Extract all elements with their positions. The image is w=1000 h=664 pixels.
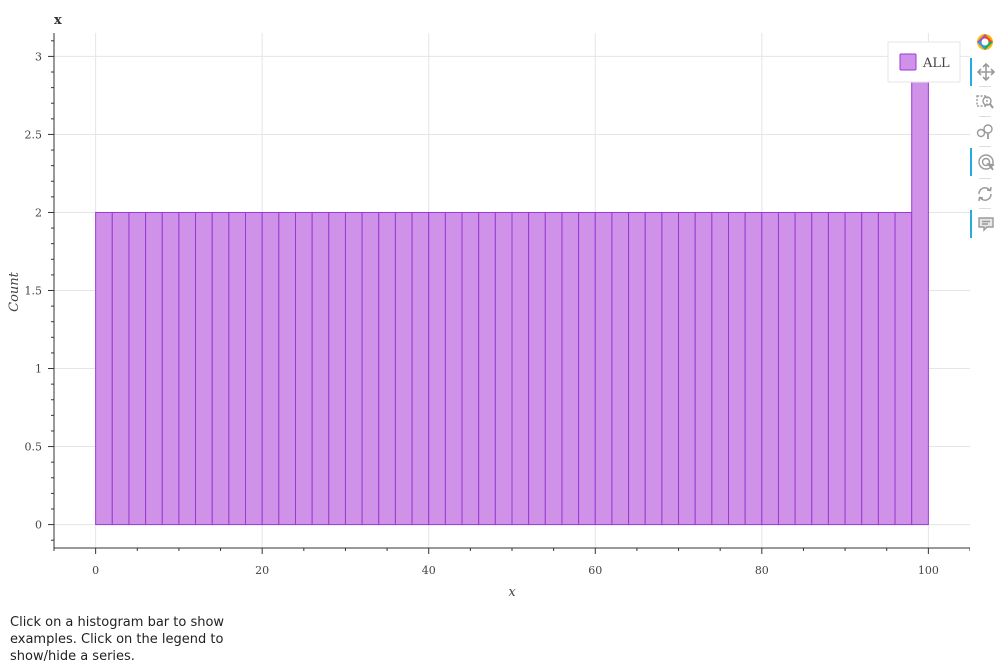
- histogram-bar[interactable]: [245, 211, 263, 526]
- x-tick-label: 100: [918, 564, 939, 577]
- histogram-bar[interactable]: [777, 211, 796, 526]
- pan-icon[interactable]: [970, 58, 1000, 86]
- histogram-bar[interactable]: [661, 211, 680, 526]
- histogram-bar[interactable]: [794, 211, 813, 526]
- reset-icon[interactable]: [970, 180, 1000, 208]
- histogram-bar[interactable]: [761, 211, 779, 526]
- y-tick-label: 0: [35, 519, 42, 532]
- x-tick-label: 40: [422, 564, 436, 577]
- instructions-caption: Click on a histogram bar to show example…: [10, 615, 225, 664]
- histogram-bar[interactable]: [478, 211, 496, 526]
- histogram-bar[interactable]: [561, 211, 580, 526]
- histogram-bar[interactable]: [511, 211, 530, 526]
- histogram-bar[interactable]: [311, 211, 330, 526]
- histogram-bar[interactable]: [411, 211, 430, 526]
- histogram-bar[interactable]: [145, 211, 163, 526]
- x-tick-label: 0: [92, 564, 99, 577]
- histogram-bar[interactable]: [344, 211, 363, 526]
- histogram-bar[interactable]: [544, 211, 563, 526]
- histogram-bar[interactable]: [877, 211, 896, 526]
- histogram-bar[interactable]: [628, 211, 646, 526]
- histogram-bar[interactable]: [578, 211, 596, 526]
- histogram-bar[interactable]: [128, 211, 147, 526]
- histogram-bar[interactable]: [178, 211, 197, 526]
- histogram-bar[interactable]: [911, 55, 929, 526]
- histogram-bars[interactable]: [95, 55, 929, 526]
- plot-title: x: [54, 13, 62, 28]
- histogram-bar[interactable]: [211, 211, 230, 526]
- bokeh-logo-icon[interactable]: [970, 28, 1000, 56]
- y-tick-label: 3: [35, 50, 42, 63]
- histogram-bar[interactable]: [594, 211, 613, 526]
- box-zoom-icon[interactable]: [970, 88, 1000, 116]
- histogram-bar[interactable]: [461, 211, 480, 526]
- histogram-bar[interactable]: [894, 211, 913, 526]
- tap-icon[interactable]: [970, 148, 1000, 176]
- histogram-bar[interactable]: [111, 211, 130, 526]
- histogram-bar[interactable]: [378, 211, 396, 526]
- histogram-bar[interactable]: [228, 211, 247, 526]
- histogram-bar[interactable]: [195, 211, 213, 526]
- histogram-bar[interactable]: [744, 211, 763, 526]
- histogram-bar[interactable]: [694, 211, 713, 526]
- y-tick-label: 2.5: [25, 128, 43, 141]
- y-axis-label: Count: [7, 271, 22, 312]
- y-tick-label: 2: [35, 206, 42, 219]
- histogram-bar[interactable]: [361, 211, 380, 526]
- x-axis-label: x: [508, 585, 516, 600]
- histogram-bar[interactable]: [494, 211, 513, 526]
- histogram-bar[interactable]: [827, 211, 846, 526]
- histogram-bar[interactable]: [294, 211, 313, 526]
- x-tick-label: 80: [755, 564, 769, 577]
- legend-label-all[interactable]: ALL: [922, 56, 950, 71]
- axes: 0 20 40 60 80 100 0 0.5 1 1.5 2 2.5 3: [25, 33, 970, 577]
- histogram-bar[interactable]: [95, 211, 113, 526]
- y-tick-label: 1.5: [25, 285, 43, 298]
- y-tick-label: 1: [35, 363, 42, 376]
- histogram-bar[interactable]: [844, 211, 863, 526]
- histogram-bar[interactable]: [811, 211, 829, 526]
- histogram-plot[interactable]: x 0 20 40 60 80 100 0 0.5 1 1.5 2 2.5 3 x Count ALL: [0, 0, 970, 610]
- histogram-bar[interactable]: [444, 211, 463, 526]
- histogram-bar[interactable]: [528, 211, 546, 526]
- histogram-bar[interactable]: [394, 211, 413, 526]
- y-tick-label: 0.5: [25, 441, 43, 454]
- x-tick-label: 20: [255, 564, 269, 577]
- hover-icon[interactable]: [970, 210, 1000, 238]
- legend-swatch[interactable]: [899, 53, 917, 71]
- histogram-bar[interactable]: [861, 211, 879, 526]
- histogram-bar[interactable]: [161, 211, 180, 526]
- histogram-bar[interactable]: [328, 211, 346, 526]
- histogram-bar[interactable]: [644, 211, 663, 526]
- histogram-bar[interactable]: [261, 211, 280, 526]
- legend[interactable]: ALL: [887, 41, 961, 83]
- histogram-bar[interactable]: [611, 211, 630, 526]
- wheel-zoom-icon[interactable]: [970, 118, 1000, 146]
- x-tick-label: 60: [588, 564, 602, 577]
- histogram-bar[interactable]: [728, 211, 746, 526]
- histogram-bar[interactable]: [678, 211, 696, 526]
- histogram-bar[interactable]: [428, 211, 446, 526]
- toolbar: [970, 28, 1000, 248]
- histogram-bar[interactable]: [711, 211, 730, 526]
- histogram-bar[interactable]: [278, 211, 296, 526]
